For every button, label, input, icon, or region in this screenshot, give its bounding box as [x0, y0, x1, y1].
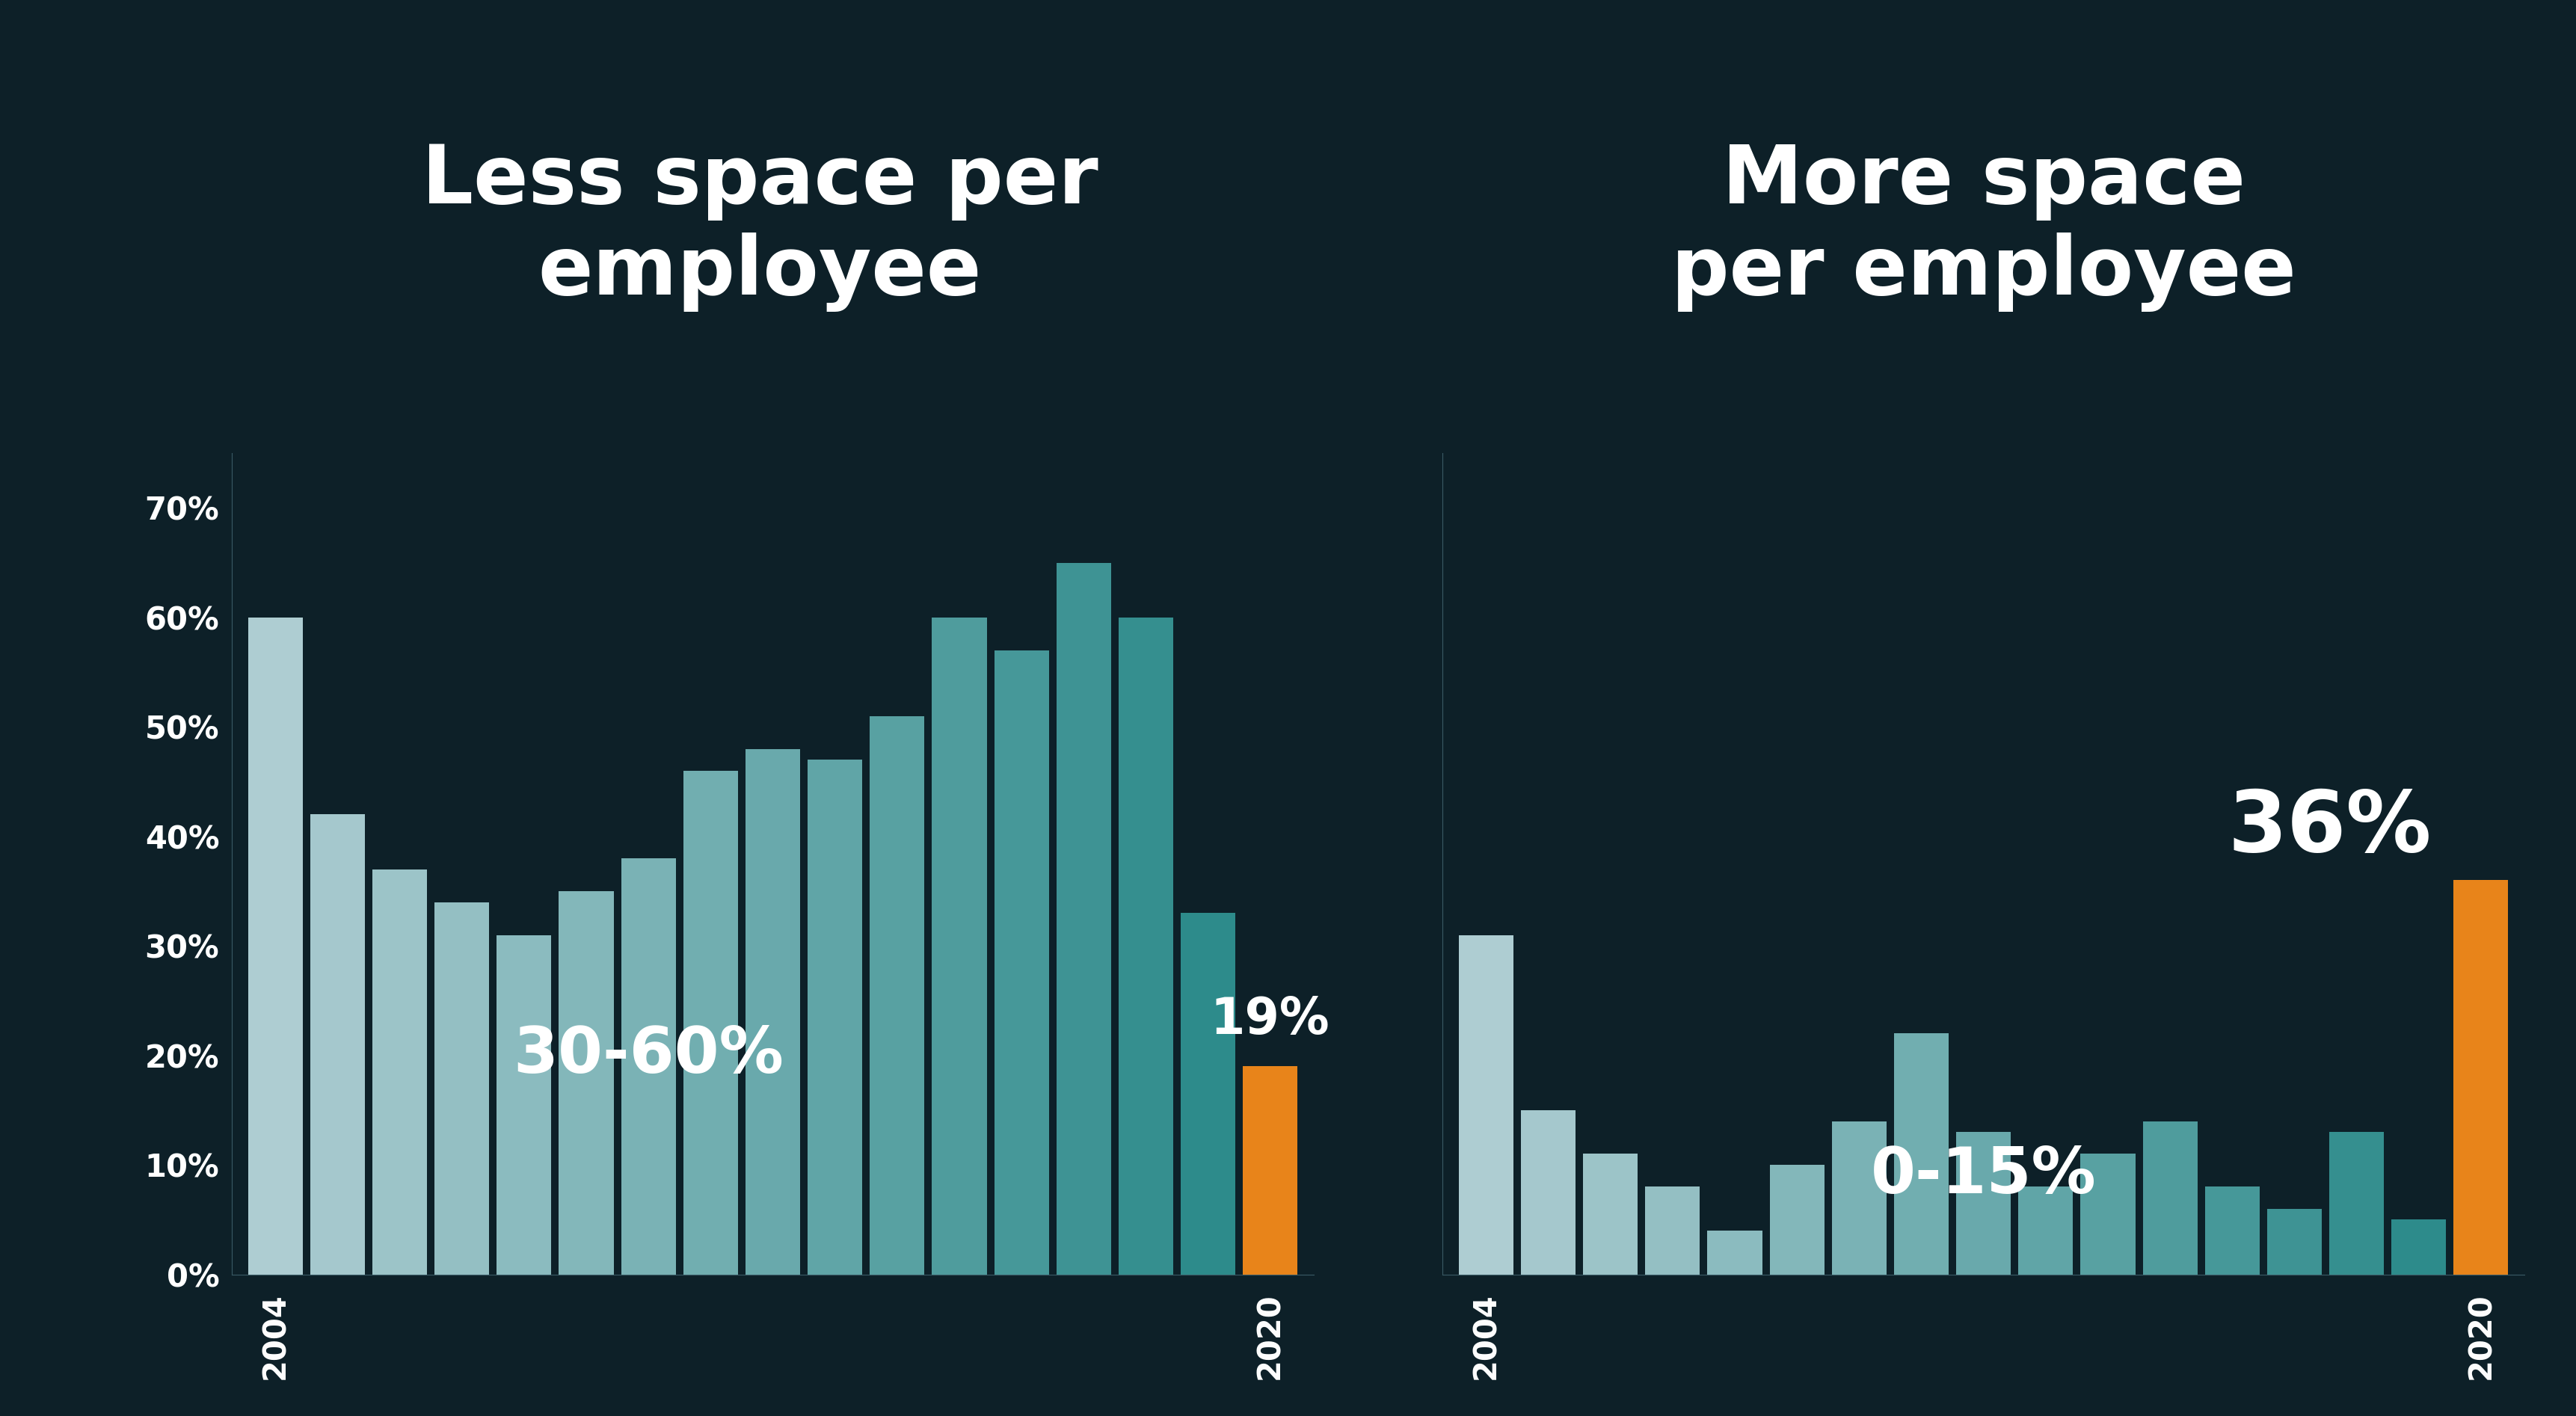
Bar — [1770, 1165, 1824, 1274]
Bar — [1458, 935, 1515, 1274]
Bar — [247, 617, 304, 1274]
Text: 36%: 36% — [2228, 786, 2432, 869]
Bar — [309, 814, 366, 1274]
Bar — [871, 716, 925, 1274]
Bar — [683, 770, 737, 1274]
Bar — [933, 617, 987, 1274]
Bar — [2143, 1121, 2197, 1274]
Bar — [435, 902, 489, 1274]
Bar — [497, 935, 551, 1274]
Text: 19%: 19% — [1211, 995, 1329, 1045]
Bar — [744, 749, 801, 1274]
Bar — [621, 858, 675, 1274]
Bar — [809, 760, 863, 1274]
Bar — [2391, 1219, 2447, 1274]
Bar — [1118, 617, 1172, 1274]
Bar — [374, 869, 428, 1274]
Text: More space
per employee: More space per employee — [1672, 142, 2295, 312]
Bar — [1646, 1187, 1700, 1274]
Bar — [1584, 1154, 1638, 1274]
Bar — [2081, 1154, 2136, 1274]
Bar — [1180, 913, 1236, 1274]
Bar — [2452, 881, 2509, 1274]
Bar — [994, 650, 1048, 1274]
Bar — [1893, 1034, 1947, 1274]
Bar — [1955, 1131, 2012, 1274]
Bar — [1242, 1066, 1298, 1274]
Bar — [1520, 1110, 1577, 1274]
Bar — [2205, 1187, 2259, 1274]
Bar — [559, 891, 613, 1274]
Bar — [2267, 1209, 2321, 1274]
Text: 30-60%: 30-60% — [513, 1024, 783, 1086]
Bar — [1708, 1231, 1762, 1274]
Text: 0-15%: 0-15% — [1870, 1144, 2097, 1206]
Bar — [1056, 562, 1110, 1274]
Bar — [2020, 1187, 2074, 1274]
Bar — [1832, 1121, 1886, 1274]
Text: Less space per
employee: Less space per employee — [422, 142, 1097, 312]
Bar — [2329, 1131, 2383, 1274]
